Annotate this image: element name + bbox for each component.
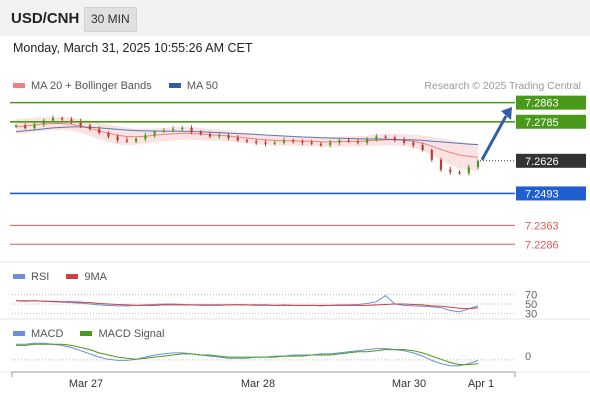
candle-body <box>181 127 184 130</box>
candle-body <box>135 139 138 142</box>
level-tag-resistance <box>516 95 586 110</box>
candle-body <box>403 140 406 143</box>
candle-body <box>319 143 322 146</box>
candle-body <box>356 141 359 143</box>
candle-body <box>393 137 396 141</box>
price-legend: MA 20 + Bollinger Bands MA 50 <box>13 80 218 92</box>
rsi-ma-legend-label: 9MA <box>84 271 108 283</box>
level-label-pivot: 7.2493 <box>525 188 559 200</box>
candle-body <box>153 131 156 136</box>
rsi-series-line <box>16 300 479 310</box>
ma50-line <box>15 126 479 146</box>
candle-body <box>116 136 119 141</box>
candle-body <box>347 140 350 142</box>
target-arrow-head <box>501 107 512 121</box>
candle-body <box>144 135 147 139</box>
candle-body <box>412 142 415 146</box>
candle-body <box>218 135 221 137</box>
rsi-level-label: 50 <box>525 299 537 311</box>
candle-body <box>33 124 36 128</box>
rsi-level-label: 30 <box>525 308 537 320</box>
rsi-ma-swatch <box>66 273 79 279</box>
candle-body <box>430 150 433 160</box>
level-tag-resistance <box>516 114 586 129</box>
candle-body <box>273 142 276 144</box>
header-bar: USD/CNH 30 MIN <box>0 0 590 36</box>
current-price-label: 7.2626 <box>525 156 559 168</box>
level-tag-pivot <box>516 186 586 201</box>
candle-body <box>421 145 424 150</box>
timestamp: Monday, March 31, 2025 10:55:26 AM CET <box>13 41 253 55</box>
ma50-swatch <box>168 82 181 88</box>
macd-zero-label: 0 <box>525 351 531 363</box>
level-label-resistance: 7.2863 <box>525 98 559 110</box>
candle-body <box>476 160 480 168</box>
candle-body <box>458 172 461 174</box>
candle-body <box>467 167 470 174</box>
candle-body <box>190 127 193 132</box>
candle-body <box>172 129 175 131</box>
candle-body <box>51 118 55 121</box>
candle-body <box>449 169 452 173</box>
candle-body <box>107 132 110 137</box>
candle-body <box>255 141 258 143</box>
rsi-level-label: 70 <box>525 290 537 302</box>
x-tick-label: Mar 27 <box>69 378 103 390</box>
credit-text: Research © 2025 Trading Central <box>424 80 581 92</box>
candle-body <box>236 137 239 141</box>
rsi-legend: RSI 9MA <box>13 271 107 283</box>
bollinger-legend-label: MA 20 + Bollinger Bands <box>31 80 152 92</box>
macd-legend: MACD MACD Signal <box>13 328 164 340</box>
macd-legend-label: MACD <box>31 328 64 340</box>
level-label-resistance: 7.2785 <box>525 117 559 129</box>
candle-body <box>14 125 18 127</box>
candle-body <box>208 134 212 137</box>
candle-body <box>125 140 128 142</box>
candle-body <box>199 131 202 135</box>
candle-body <box>292 140 295 142</box>
x-tick-label: Mar 28 <box>241 378 275 390</box>
candle-body <box>338 140 341 143</box>
candle-body <box>366 139 369 143</box>
candle-body <box>162 130 165 132</box>
timeframe-button[interactable]: 30 MIN <box>84 7 137 32</box>
rsi-legend-label: RSI <box>31 271 50 283</box>
candle-body <box>329 142 332 146</box>
candle-body <box>227 135 230 138</box>
candle-body <box>245 140 249 142</box>
macd-series-line <box>16 342 479 367</box>
candle-body <box>310 142 313 144</box>
x-tick-label: Apr 1 <box>468 378 494 390</box>
candle-body <box>264 142 267 144</box>
symbol-title: USD/CNH <box>11 10 80 27</box>
macd-signal-swatch <box>80 330 93 336</box>
candle-body <box>375 136 378 139</box>
candle-body <box>301 141 304 143</box>
candle-body <box>439 159 443 170</box>
rsi-swatch <box>13 273 25 279</box>
candle-body <box>79 121 82 126</box>
macd-signal-legend-label: MACD Signal <box>98 328 165 340</box>
ma50-legend-label: MA 50 <box>186 80 219 92</box>
target-arrow-shaft <box>480 115 508 161</box>
candle-body <box>384 136 387 138</box>
candle-body <box>61 118 64 120</box>
bollinger-band-area <box>16 116 478 171</box>
candle-body <box>282 140 286 143</box>
candle-body <box>24 125 27 128</box>
candle-body <box>98 129 101 133</box>
current-price-tag <box>516 153 586 168</box>
candle-body <box>88 125 91 130</box>
bollinger-swatch <box>13 82 25 88</box>
macd-series-line <box>16 343 479 366</box>
level-label-support: 7.2363 <box>525 220 559 232</box>
macd-swatch <box>13 330 25 336</box>
level-label-support: 7.2286 <box>525 239 559 251</box>
candle-body <box>70 119 73 122</box>
x-tick-label: Mar 30 <box>392 378 426 390</box>
